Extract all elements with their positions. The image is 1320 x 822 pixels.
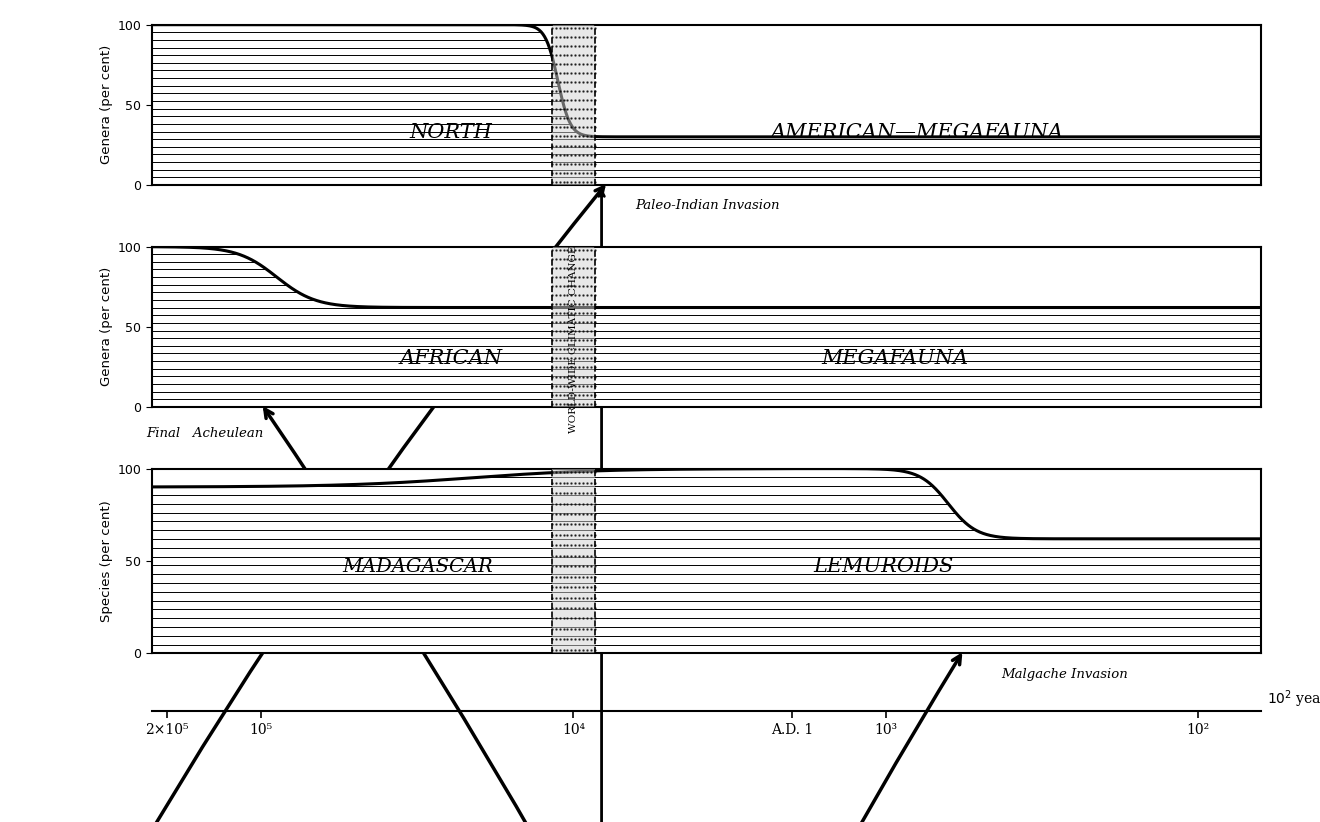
- Text: LEMUROIDS: LEMUROIDS: [813, 557, 954, 576]
- Text: NORTH: NORTH: [409, 122, 492, 141]
- Text: WORLD-WIDE CLIMATIC CHANGE: WORLD-WIDE CLIMATIC CHANGE: [569, 246, 578, 432]
- Text: MEGAFAUNA: MEGAFAUNA: [821, 349, 969, 368]
- Bar: [552, 469, 595, 653]
- Text: Final   Acheulean: Final Acheulean: [147, 427, 264, 440]
- Y-axis label: Genera (per cent): Genera (per cent): [100, 267, 114, 386]
- Text: Malgache Invasion: Malgache Invasion: [1001, 667, 1127, 681]
- Text: MADAGASCAR: MADAGASCAR: [343, 557, 494, 575]
- Bar: [552, 25, 595, 185]
- Y-axis label: Genera (per cent): Genera (per cent): [100, 45, 114, 164]
- Bar: [552, 247, 595, 407]
- Text: AFRICAN: AFRICAN: [400, 349, 503, 368]
- Y-axis label: Species (per cent): Species (per cent): [100, 500, 114, 622]
- Text: $10^2$ years B.P.: $10^2$ years B.P.: [1267, 688, 1320, 709]
- Text: Paleo-Indian Invasion: Paleo-Indian Invasion: [635, 199, 779, 212]
- Text: AMERICAN—MEGAFAUNA: AMERICAN—MEGAFAUNA: [771, 122, 1064, 141]
